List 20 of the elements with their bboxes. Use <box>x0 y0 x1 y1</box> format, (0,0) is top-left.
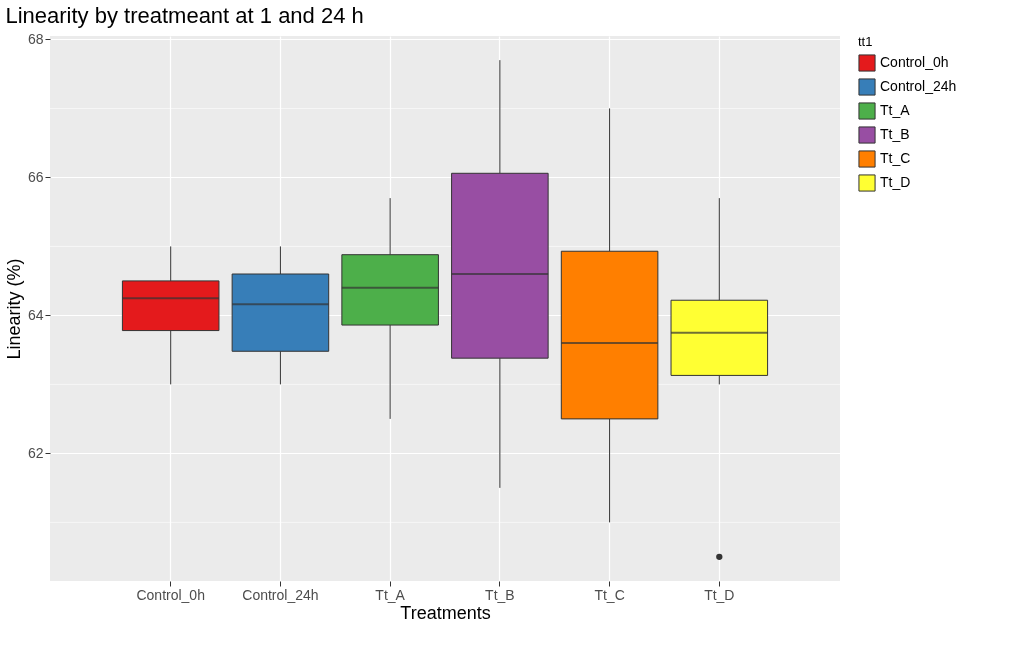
legend-label: Tt_A <box>880 102 911 118</box>
chart-title: Linearity by treatmeant at 1 and 24 h <box>5 3 364 29</box>
x-tick-label: Control_0h <box>136 586 205 603</box>
x-tick-label: Tt_A <box>375 586 406 603</box>
y-tick-label: 62 <box>27 444 44 461</box>
legend-label: Tt_C <box>880 150 911 166</box>
legend-label: Tt_B <box>880 126 910 142</box>
x-axis-title: Treatments <box>400 602 491 623</box>
x-tick-label: Tt_C <box>594 586 625 603</box>
legend-title: tt1 <box>858 34 873 49</box>
y-tick-label: 64 <box>27 306 44 323</box>
legend-label: Control_24h <box>880 78 957 94</box>
legend-label: Tt_D <box>880 174 911 190</box>
y-tick-label: 66 <box>27 168 44 185</box>
x-tick-label: Control_24h <box>242 586 319 603</box>
y-axis-title: Linearity (%) <box>3 258 24 360</box>
x-tick-label: Tt_D <box>704 586 735 603</box>
y-tick-label: 68 <box>27 30 44 47</box>
legend-label: Control_0h <box>880 54 949 70</box>
x-tick-label: Tt_B <box>485 586 515 603</box>
